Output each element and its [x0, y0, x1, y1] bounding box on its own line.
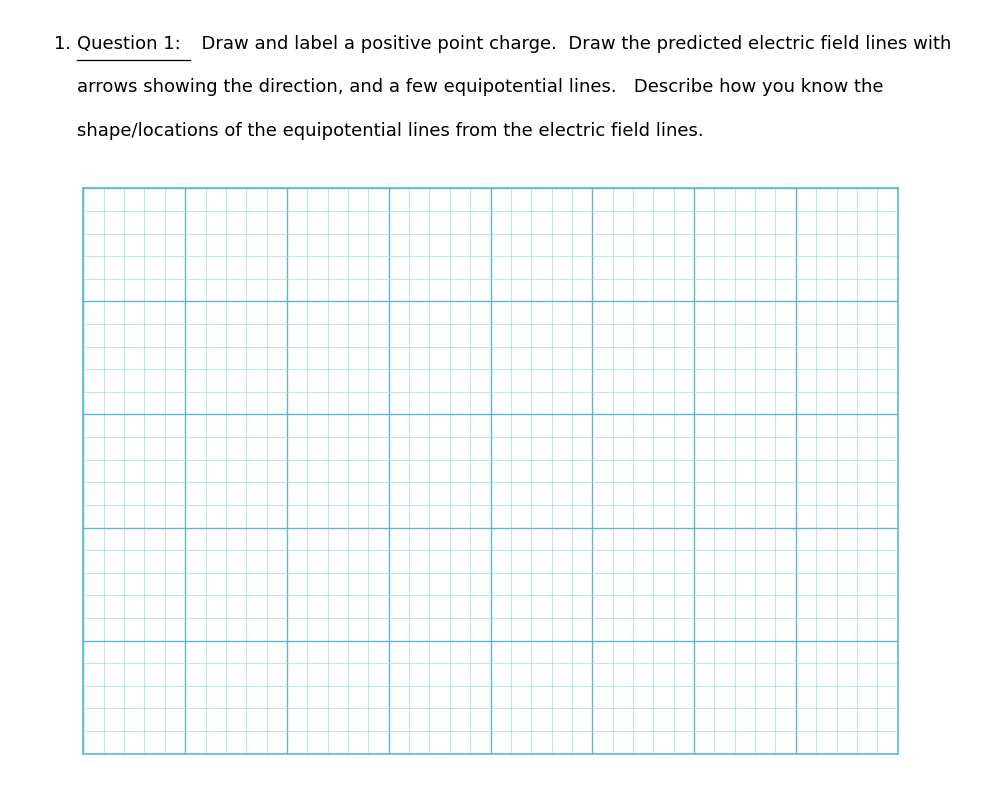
- Text: 1.: 1.: [54, 35, 71, 53]
- Text: arrows showing the direction, and a few equipotential lines.   Describe how you : arrows showing the direction, and a few …: [77, 78, 884, 97]
- Text: Question 1:: Question 1:: [77, 35, 181, 53]
- Text: Draw and label a positive point charge.  Draw the predicted electric field lines: Draw and label a positive point charge. …: [190, 35, 952, 53]
- Text: shape/locations of the equipotential lines from the electric field lines.: shape/locations of the equipotential lin…: [77, 122, 704, 140]
